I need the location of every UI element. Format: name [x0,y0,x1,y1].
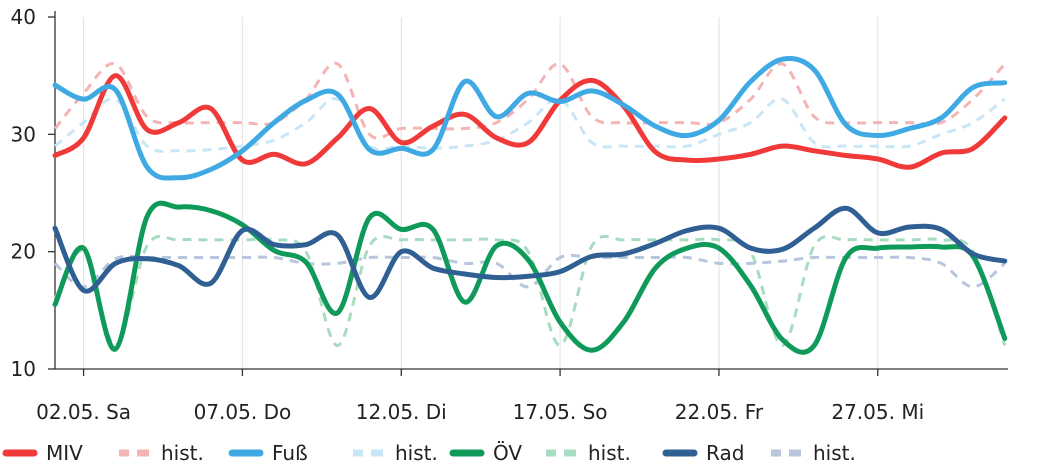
x-tick-label: 17.05. So [513,400,608,424]
x-tick-label: 12.05. Di [356,400,447,424]
legend-item[interactable]: hist. [119,441,204,465]
legend-label: hist. [588,441,631,465]
tick-labels: 10 20 30 40 02.05. Sa 07.05. Do 12.05. Di 17.05… [11,5,925,424]
legend-label: hist. [161,441,204,465]
legend-item[interactable]: Rad [662,441,744,465]
series-fuß-hist- [54,97,1006,153]
legend-label: Rad [706,441,744,465]
legend-item[interactable]: hist. [353,441,438,465]
series-öv [52,200,1008,355]
y-tick-label: 10 [11,357,36,381]
series-miv [52,73,1008,170]
legend-label: hist. [395,441,438,465]
legend-label: ÖV [493,441,522,465]
x-tick-label: 02.05. Sa [36,400,131,424]
series-fuß [52,56,1008,181]
y-tick-label: 20 [11,240,36,264]
legend-item[interactable]: Fuß [228,441,308,465]
legend-item[interactable]: MIV [2,441,83,465]
series-lines [52,56,1008,355]
x-tick-label: 07.05. Do [194,400,292,424]
axes [54,11,1008,370]
x-tick-label: 22.05. Fr [675,400,764,424]
legend-item[interactable]: hist. [546,441,631,465]
legend-label: MIV [46,441,83,465]
series-rad [52,205,1008,300]
legend-item[interactable]: ÖV [449,441,522,465]
legend[interactable]: MIV hist. Fuß hist. ÖV hist. Rad hist. [2,441,856,465]
legend-item[interactable]: hist. [771,441,856,465]
legend-label: hist. [813,441,856,465]
y-tick-label: 40 [11,5,36,29]
x-tick-label: 27.05. Mi [831,400,924,424]
series-miv-hist- [53,61,1006,140]
grid-lines [82,17,879,369]
y-tick-label: 30 [11,122,36,146]
series-öv-hist- [53,234,1007,347]
legend-label: Fuß [272,441,308,465]
